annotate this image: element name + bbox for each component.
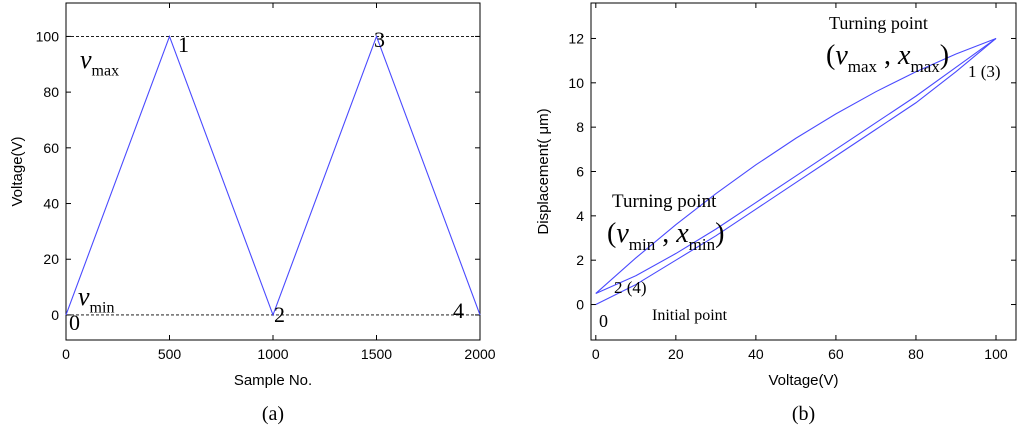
x-tick-label: 500 <box>158 346 182 362</box>
annotation: 3 <box>374 27 385 52</box>
annotation: 1 (3) <box>968 62 1001 81</box>
annotation-part: 2 <box>274 302 285 327</box>
data-line <box>65 34 481 317</box>
annotation-part: v <box>616 218 629 249</box>
y-axis-title: Displacement( μm) <box>535 108 552 234</box>
annotation-part: max <box>92 62 120 79</box>
annotation-part: min <box>629 235 656 254</box>
annotation-part: Turning point <box>829 13 928 33</box>
annotation-part: v <box>78 282 90 311</box>
y-tick-label: 60 <box>43 140 59 156</box>
annotation: 2 (4) <box>614 278 647 297</box>
annotation: (vmax , xmax) <box>826 40 949 76</box>
annotation: vmin <box>78 282 114 316</box>
annotation-part: ) <box>715 218 724 249</box>
x-tick-label: 2000 <box>464 346 495 362</box>
annotation-part: v <box>835 40 848 71</box>
data-line <box>595 37 997 294</box>
y-tick-label: 6 <box>576 164 584 180</box>
y-tick-label: 40 <box>43 196 59 212</box>
plot-area <box>65 2 481 341</box>
x-tick-label: 1000 <box>257 346 288 362</box>
x-axis-title: Sample No. <box>234 372 312 389</box>
annotation-part: min <box>689 235 716 254</box>
x-tick-label: 0 <box>62 346 70 362</box>
x-tick-label: 40 <box>748 346 764 362</box>
annotation: 0 <box>69 310 80 335</box>
data-line <box>595 38 997 294</box>
caption: (b) <box>792 403 815 425</box>
annotation: 4 <box>453 298 464 323</box>
annotation-part: max <box>848 57 878 76</box>
y-tick-label: 100 <box>36 28 60 44</box>
annotation-part: Turning point <box>612 191 717 212</box>
y-tick-label: 80 <box>43 84 59 100</box>
caption: (a) <box>262 403 284 425</box>
annotation: vmax <box>80 45 119 79</box>
x-tick-label: 20 <box>668 346 684 362</box>
x-tick-label: 60 <box>828 346 844 362</box>
y-tick-label: 12 <box>568 30 584 46</box>
annotation-part: x <box>675 218 689 249</box>
annotation-part: 1 <box>178 32 189 57</box>
y-tick-label: 2 <box>576 252 584 268</box>
annotation-part: x <box>897 40 911 71</box>
annotation-part: 0 <box>599 311 608 331</box>
annotation-part: ( <box>607 218 616 249</box>
annotation-part: 3 <box>374 27 385 52</box>
data-line <box>595 38 997 306</box>
x-tick-label: 0 <box>592 346 600 362</box>
x-tick-label: 1500 <box>361 346 392 362</box>
annotation-part: Initial point <box>652 307 728 324</box>
y-axis-title: Voltage(V) <box>9 136 26 206</box>
annotation-part: ) <box>940 40 949 71</box>
annotation-part: , <box>877 40 898 71</box>
annotation-part: 1 (3) <box>968 62 1001 81</box>
annotation: Initial point <box>652 307 728 324</box>
y-tick-label: 0 <box>51 307 59 323</box>
x-tick-label: 100 <box>984 346 1008 362</box>
annotation: Turning point <box>829 13 928 33</box>
annotation-part: 0 <box>69 310 80 335</box>
annotation-part: v <box>80 45 92 74</box>
annotation-part: max <box>910 57 940 76</box>
y-tick-label: 4 <box>576 208 584 224</box>
x-axis-title: Voltage(V) <box>768 372 838 389</box>
annotation: (vmin , xmin) <box>607 218 724 254</box>
y-tick-label: 0 <box>576 297 584 313</box>
annotation-part: 4 <box>453 298 464 323</box>
annotation: 0 <box>599 311 608 331</box>
annotation-part: , <box>655 218 676 249</box>
annotation-part: 2 (4) <box>614 278 647 297</box>
x-tick-label: 80 <box>908 346 924 362</box>
y-tick-label: 10 <box>568 75 584 91</box>
annotation: 1 <box>178 32 189 57</box>
annotation: Turning point <box>612 191 717 212</box>
y-tick-label: 20 <box>43 251 59 267</box>
annotation-part: min <box>90 299 115 316</box>
annotation: 2 <box>274 302 285 327</box>
y-tick-label: 8 <box>576 119 584 135</box>
annotation-part: ( <box>826 40 835 71</box>
